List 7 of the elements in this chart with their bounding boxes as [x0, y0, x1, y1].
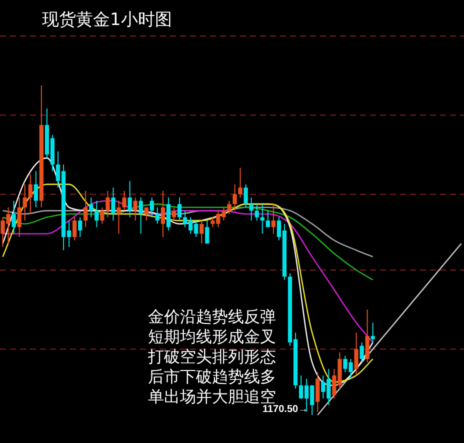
annotation: 1170.50→ — [262, 404, 308, 415]
annotation: 后市下破趋势线多 — [148, 367, 276, 387]
annotation: 金价沿趋势线反弹 — [148, 307, 276, 327]
annotation: 打破空头排列形态 — [148, 347, 276, 367]
annotation: 短期均线形成金叉 — [148, 327, 276, 347]
annotation: 单出场并大胆追空 — [148, 387, 276, 406]
chart-title: 现货黄金1小时图 — [42, 9, 172, 31]
